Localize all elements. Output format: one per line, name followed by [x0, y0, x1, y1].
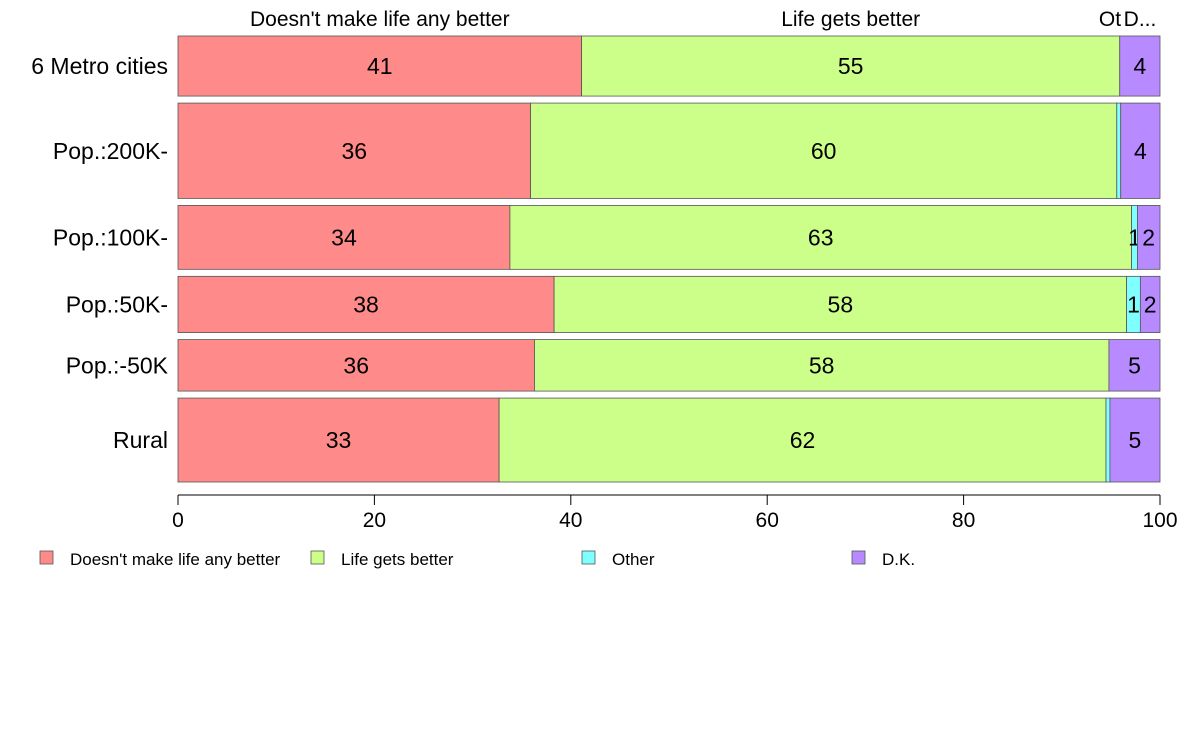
bar-d-k-pop-50k: [1108, 339, 1161, 392]
x-tick-label: 100: [1142, 509, 1177, 532]
bar-life-gets-better-pop-50k: [534, 339, 1110, 392]
x-tick-label: 0: [172, 509, 184, 532]
x-tick-label: 80: [952, 509, 975, 532]
value-label: 60: [811, 138, 837, 164]
legend-swatch-doesn-t-make-life-any-better: [39, 550, 54, 565]
legend-swatch-other: [581, 550, 596, 565]
value-label: 2: [1142, 224, 1155, 250]
x-axis: 0 20 40 60 80 100: [172, 494, 1178, 532]
bar-life-gets-better-pop-50k: [553, 275, 1128, 333]
bar-doesn-t-make-life-any-better-pop-100k: [177, 205, 511, 270]
value-label: 58: [809, 352, 835, 378]
value-label: 4: [1133, 53, 1146, 79]
bars-area: 41 55 436 60 434 63 1 238 58 1 236 58 533 62 5: [177, 35, 1161, 483]
legend-swatch-d-k: [851, 550, 866, 565]
bar-d-k-rural: [1109, 397, 1161, 483]
value-label: 2: [1144, 291, 1157, 317]
bar-d-k-pop-100k: [1137, 205, 1161, 270]
bar-doesn-t-make-life-any-better-pop-200k: [177, 102, 531, 199]
category-label-pop-50k: Pop.:-50K: [66, 352, 169, 378]
legend-swatch-life-gets-better: [310, 550, 325, 565]
value-label: 58: [828, 291, 854, 317]
legend-label-doesn-t-make-life-any-better: Doesn't make life any better: [70, 550, 281, 569]
category-label-pop-200k: Pop.:200K-: [53, 138, 168, 164]
value-label: 36: [341, 138, 367, 164]
value-label: 62: [790, 427, 816, 453]
value-label: 55: [838, 53, 864, 79]
value-label: 1: [1127, 291, 1140, 317]
legend-label-life-gets-better: Life gets better: [341, 550, 454, 569]
bar-life-gets-better-6-metro-cities: [581, 35, 1121, 97]
bar-doesn-t-make-life-any-better-6-metro-cities: [177, 35, 583, 97]
legend: Doesn't make life any better Life gets be…: [39, 550, 915, 569]
legend-label-d-k: D.K.: [882, 550, 915, 569]
top-label-doesn-t-make-life-any-better: Doesn't make life any better: [250, 8, 510, 31]
value-label: 5: [1129, 427, 1142, 453]
bar-life-gets-better-rural: [498, 397, 1107, 483]
value-label: 63: [808, 224, 834, 250]
bar-other-rural: [1105, 397, 1111, 483]
bar-doesn-t-make-life-any-better-pop-50k: [177, 275, 555, 333]
value-label: 34: [331, 224, 357, 250]
category-label-pop-50k: Pop.:50K-: [66, 291, 168, 317]
value-label: 36: [343, 352, 369, 378]
bar-doesn-t-make-life-any-better-rural: [177, 397, 500, 483]
top-label-d-k: D...: [1124, 8, 1157, 31]
top-label-life-gets-better: Life gets better: [781, 8, 920, 31]
value-label: 33: [326, 427, 352, 453]
category-label-pop-100k: Pop.:100K-: [53, 224, 168, 250]
x-tick-label: 20: [363, 509, 386, 532]
top-label-other: Ot: [1099, 8, 1121, 31]
legend-label-other: Other: [612, 550, 655, 569]
category-label-rural: Rural: [113, 427, 168, 453]
value-label: 4: [1134, 138, 1147, 164]
value-label: 5: [1128, 352, 1141, 378]
category-labels: 6 Metro cities Pop.:200K- Pop.:100K- Pop.:5…: [31, 53, 168, 453]
category-label-6-metro-cities: 6 Metro cities: [31, 53, 168, 79]
bar-life-gets-better-pop-200k: [530, 102, 1118, 199]
bar-d-k-pop-200k: [1120, 102, 1161, 199]
bar-d-k-pop-50k: [1139, 275, 1161, 333]
top-series-labels: Doesn't make life any better Life gets be…: [250, 8, 1156, 31]
bar-other-pop-200k: [1116, 102, 1122, 199]
bar-life-gets-better-pop-100k: [509, 205, 1132, 270]
x-tick-label: 40: [559, 509, 582, 532]
x-tick-label: 60: [756, 509, 779, 532]
bar-doesn-t-make-life-any-better-pop-50k: [177, 339, 535, 392]
bar-d-k-6-metro-cities: [1119, 35, 1161, 97]
value-label: 38: [353, 291, 379, 317]
value-label: 41: [367, 53, 393, 79]
